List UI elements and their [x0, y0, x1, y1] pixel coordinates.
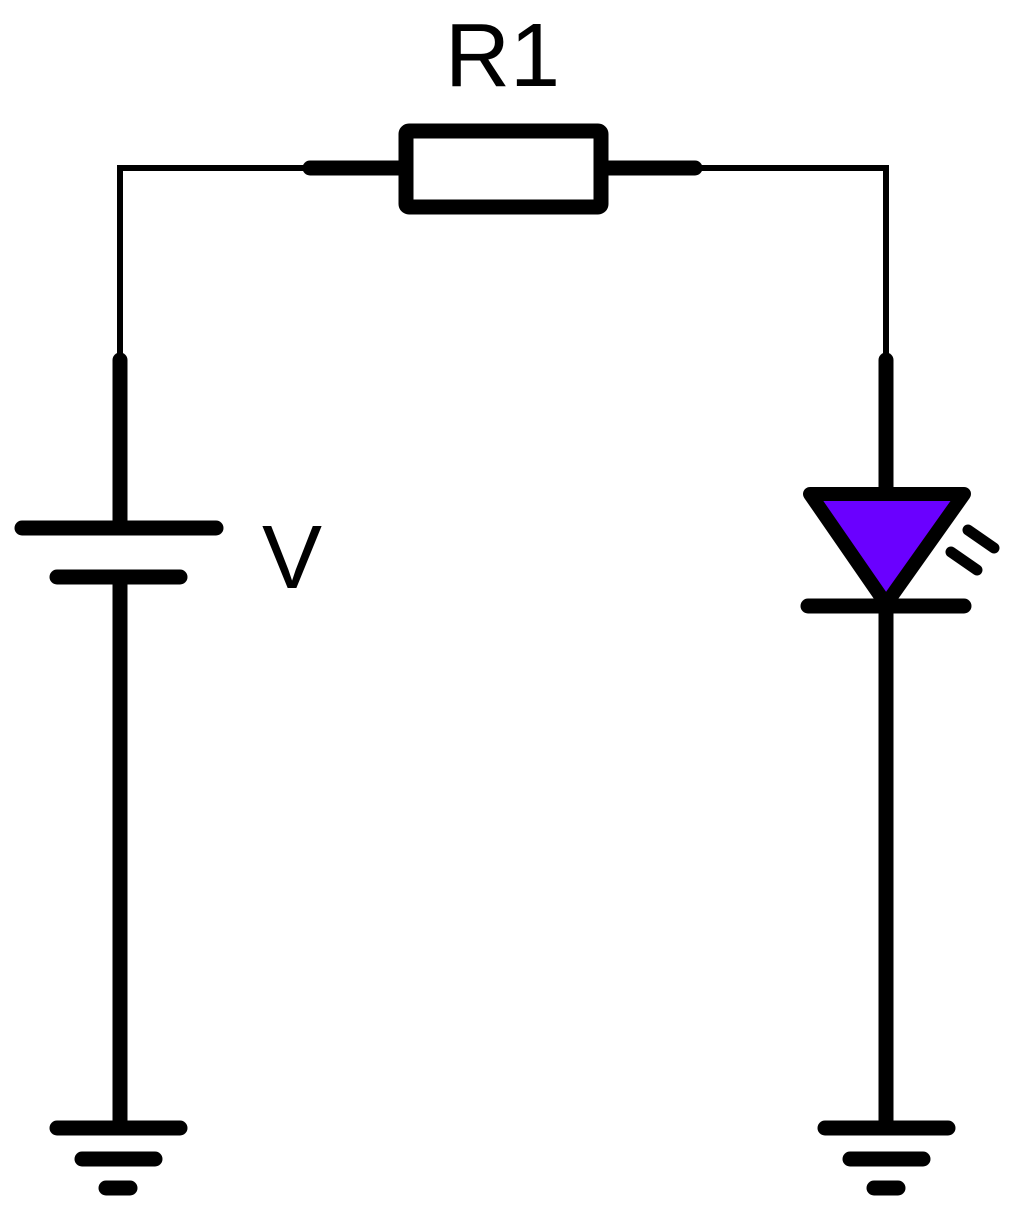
resistor-r1	[302, 123, 703, 215]
led	[800, 352, 1000, 1136]
resistor-label: R1	[445, 6, 560, 106]
led-light-ray-1	[962, 524, 1000, 554]
led-triangle	[803, 487, 971, 611]
ground-left	[49, 1120, 188, 1196]
voltage-source	[14, 352, 224, 1136]
ground-right	[817, 1120, 956, 1196]
led-light-ray-2	[945, 546, 983, 576]
top-wire	[117, 165, 313, 363]
source-label: V	[262, 508, 322, 608]
resistor-body	[398, 123, 609, 215]
top-wire-right	[692, 165, 889, 363]
